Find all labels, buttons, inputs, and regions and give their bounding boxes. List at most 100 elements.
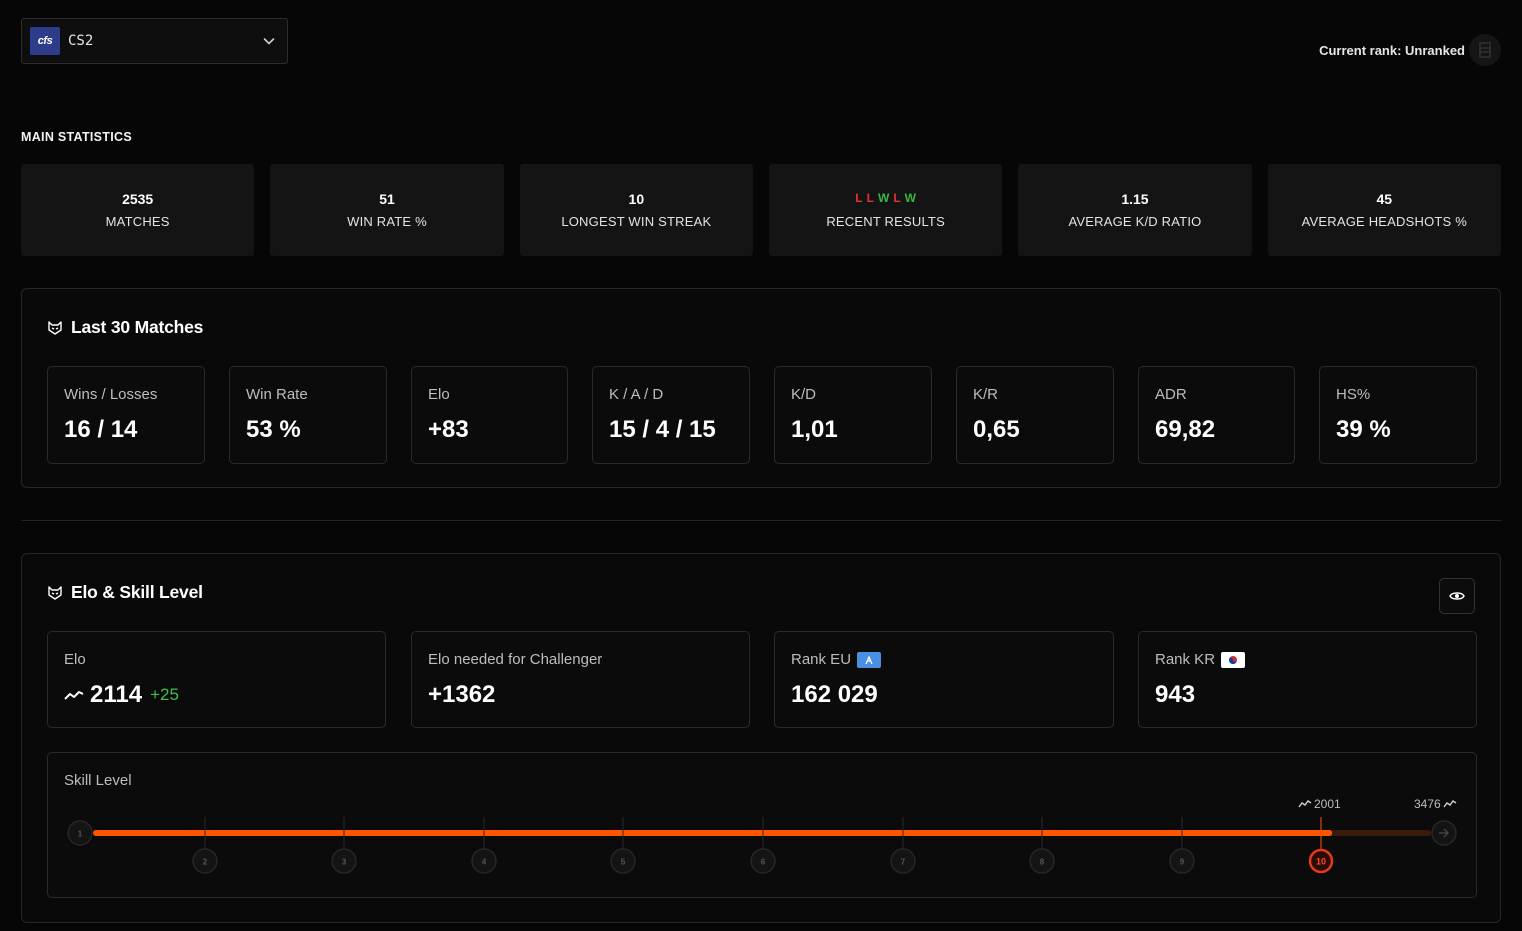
card-label: K/R	[973, 386, 999, 403]
card-rank-kr: Rank KR 943	[1138, 631, 1477, 728]
stat-recent-results: L L W L W RECENT RESULTS	[768, 164, 1003, 256]
elo-trend-icon	[1443, 800, 1457, 808]
level-4-badge	[471, 848, 497, 874]
stat-average-kd: 1.15 AVERAGE K/D RATIO	[1018, 164, 1252, 256]
stat-label: AVERAGE HEADSHOTS %	[1301, 214, 1467, 229]
level-8-badge	[1029, 848, 1055, 874]
card-value: 16 / 14	[64, 416, 138, 443]
level-3-badge	[331, 848, 357, 874]
result-badge: L	[855, 191, 863, 205]
skill-level-title: Skill Level	[64, 772, 132, 789]
rank-kr-label: Rank KR	[1155, 651, 1216, 668]
card-elo-current: Elo 2114 +25	[47, 631, 386, 728]
level-7-label: 7	[901, 858, 906, 867]
level-9-label: 9	[1180, 858, 1185, 867]
current-rank-label: Current rank: Unranked	[1319, 42, 1465, 58]
card-label: Rank KR	[1155, 651, 1246, 668]
main-statistics-title: MAIN STATISTICS	[21, 130, 132, 144]
card-elo: Elo +83	[411, 366, 568, 464]
level-8-label: 8	[1040, 858, 1045, 867]
challenger-icon	[1439, 828, 1449, 838]
eu-flag-icon	[857, 651, 882, 668]
card-kr: K/R 0,65	[956, 366, 1114, 464]
stat-label: AVERAGE K/D RATIO	[1068, 214, 1202, 229]
game-selector[interactable]: cfs CS2	[21, 18, 288, 64]
card-value: 69,82	[1155, 416, 1216, 443]
elo-skill-panel: Elo & Skill Level Elo 2114 +25 Elo neede…	[21, 553, 1501, 923]
last-30-matches-panel: Last 30 Matches Wins / Losses 16 / 14 Wi…	[21, 288, 1501, 488]
skill-level-card: Skill Level 2001 3476 1 2 3 4 5 6 7 8 9 10	[47, 752, 1477, 898]
skill-level-track: 1 2 3 4 5 6 7 8 9 10	[67, 817, 1457, 874]
level-5-badge	[610, 848, 636, 874]
result-badge: L	[893, 191, 901, 205]
cs2-logo-icon: cfs	[30, 27, 60, 55]
level-2-label: 2	[203, 858, 208, 867]
card-label: Wins / Losses	[64, 386, 158, 403]
card-label: Elo needed for Challenger	[428, 651, 603, 668]
card-hs: HS% 39 %	[1319, 366, 1477, 464]
level-7-badge	[890, 848, 916, 874]
elo-trend-icon	[64, 691, 84, 700]
stat-average-headshots: 45 AVERAGE HEADSHOTS %	[1267, 164, 1501, 256]
card-rank-eu: Rank EU 162 029	[774, 631, 1114, 728]
level-1-badge	[67, 820, 93, 846]
rank-badge-icon	[1469, 34, 1501, 66]
eye-icon	[1449, 592, 1465, 600]
card-label: HS%	[1336, 386, 1371, 403]
elo-trend-icon	[1298, 800, 1312, 808]
result-badge: L	[866, 191, 874, 205]
stat-value: 2535	[122, 191, 154, 207]
card-kad: K / A / D 15 / 4 / 15	[592, 366, 750, 464]
level10-threshold-label: 2001	[1298, 797, 1341, 811]
level-1-label: 1	[78, 830, 83, 839]
card-label: Elo	[428, 386, 450, 403]
card-label: K / A / D	[609, 386, 664, 403]
card-value: 39 %	[1336, 416, 1391, 443]
stat-value: 10	[628, 191, 645, 207]
kr-flag-icon	[1221, 651, 1246, 668]
level-9-badge	[1169, 848, 1195, 874]
card-elo-challenger: Elo needed for Challenger +1362	[411, 631, 750, 728]
stat-value: 1.15	[1121, 191, 1149, 207]
stat-label: MATCHES	[105, 214, 170, 229]
stat-value: 51	[379, 191, 395, 207]
card-value: 162 029	[791, 681, 878, 708]
card-kd: K/D 1,01	[774, 366, 932, 464]
card-value: 0,65	[973, 416, 1020, 443]
stat-label: WIN RATE %	[347, 214, 427, 229]
card-value: +83	[428, 416, 469, 443]
toggle-visibility-button[interactable]	[1439, 578, 1475, 614]
card-label: Elo	[64, 651, 86, 668]
card-value: 2114 +25	[64, 681, 179, 709]
stat-value: 45	[1376, 191, 1393, 207]
panel-title: Elo & Skill Level	[71, 582, 203, 602]
level-6-label: 6	[761, 858, 766, 867]
level-10-label: 10	[1316, 857, 1326, 867]
main-statistics: 2535 MATCHES 51 WIN RATE % 10 LONGEST WI…	[21, 164, 1501, 256]
card-label: Win Rate	[246, 386, 308, 403]
stat-win-rate: 51 WIN RATE %	[270, 164, 504, 256]
level-10-badge	[1308, 848, 1334, 874]
card-label: K/D	[791, 386, 817, 403]
level-2-badge	[192, 848, 218, 874]
card-label: ADR	[1155, 386, 1187, 403]
card-value: 1,01	[791, 416, 838, 443]
level-4-label: 4	[482, 858, 487, 867]
card-value: 15 / 4 / 15	[609, 416, 716, 443]
stat-matches: 2535 MATCHES	[21, 164, 255, 256]
level-5-label: 5	[621, 858, 626, 867]
level-3-label: 3	[342, 858, 347, 867]
card-label: Rank EU	[791, 651, 882, 668]
current-rank: Current rank: Unranked	[1319, 34, 1501, 66]
card-wins-losses: Wins / Losses 16 / 14	[47, 366, 205, 464]
threshold-value: 3476	[1414, 797, 1441, 811]
stat-label: RECENT RESULTS	[826, 214, 945, 229]
level-6-badge	[750, 848, 776, 874]
faceit-wolf-icon	[48, 320, 62, 335]
chevron-down-icon	[263, 38, 275, 45]
panel-title: Last 30 Matches	[71, 317, 204, 337]
result-badge: W	[904, 191, 916, 205]
result-badge: W	[877, 191, 890, 205]
challenger-threshold-label: 3476	[1414, 797, 1457, 811]
panel-header: Elo & Skill Level	[47, 582, 203, 603]
